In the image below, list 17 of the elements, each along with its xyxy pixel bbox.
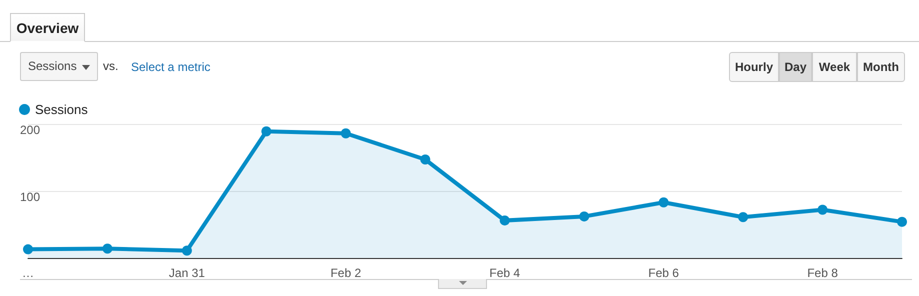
text: vs. [103, 59, 118, 73]
x-tick-label: Feb 4 [489, 266, 520, 280]
x-tick-label: … [22, 266, 34, 280]
x-tick-label: Jan 31 [168, 266, 206, 280]
x-tick-label: Feb 6 [648, 266, 680, 280]
x-tick-label: Feb 2 [330, 266, 362, 280]
text: Select a metric [131, 60, 210, 74]
text: Sessions [20, 52, 98, 81]
text: Month [857, 52, 905, 82]
legend-label: Sessions [35, 102, 88, 117]
text: Overview [10, 13, 85, 42]
text: Day [779, 52, 812, 82]
x-tick-label: Feb 8 [807, 266, 838, 280]
y-tick-label: 100 [20, 190, 40, 204]
y-tick-label: 200 [20, 123, 40, 137]
text: Week [812, 52, 857, 82]
text: Hourly [729, 52, 779, 82]
